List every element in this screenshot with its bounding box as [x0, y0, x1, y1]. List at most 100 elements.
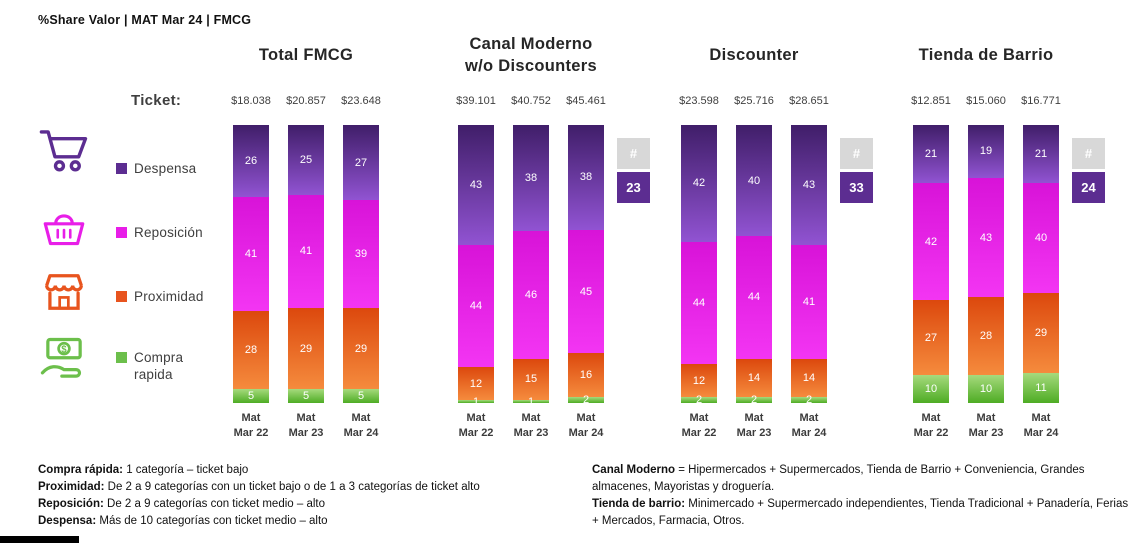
segment-compra-rapida: 11 — [1023, 372, 1059, 403]
segment-despensa: 19 — [968, 125, 1004, 178]
segment-despensa: 27 — [343, 125, 379, 201]
segment-value: 41 — [299, 245, 313, 258]
stacked-bar: 27 39 29 5 — [343, 125, 379, 403]
segment-compra-rapida: 2 — [681, 394, 717, 407]
segment-value: 42 — [924, 235, 938, 248]
segment-value: 25 — [299, 153, 313, 166]
segment-value: 42 — [692, 177, 706, 190]
segment-value: 5 — [247, 390, 255, 402]
footnote: Despensa: Más de 10 categorías con ticke… — [38, 515, 328, 527]
segment-value: 2 — [695, 394, 703, 407]
segment-value: 44 — [747, 291, 761, 304]
segment-value: 26 — [244, 155, 258, 168]
footnotes-right: Canal Moderno = Hipermercados + Supermer… — [592, 462, 1132, 530]
axis-label: Mat Mar 24 — [343, 412, 379, 439]
segment-value: 46 — [524, 288, 538, 301]
value-badge: 33 — [840, 172, 873, 203]
axis-label: Mat Mar 23 — [513, 412, 549, 439]
segment-value: 45 — [579, 285, 593, 298]
legend-label: Despensa — [134, 161, 197, 176]
legend-label: Compra rapida — [134, 350, 184, 382]
segment-proximidad: 16 — [568, 353, 604, 398]
segment-value: 21 — [924, 148, 938, 161]
segment-reposicion: 44 — [736, 236, 772, 359]
footnote: Proximidad: De 2 a 9 categorías con un t… — [38, 481, 480, 493]
value-badge: 24 — [1072, 172, 1105, 203]
axis-label: Mat Mar 23 — [288, 412, 324, 439]
stacked-bar: 38 46 15 1 — [513, 125, 549, 408]
segment-value: 44 — [469, 299, 483, 312]
segment-value: 21 — [1034, 147, 1048, 160]
ticket-value: $45.461 — [566, 95, 606, 107]
segment-value: 44 — [692, 296, 706, 309]
ticket-value: $40.752 — [511, 95, 551, 107]
segment-proximidad: 27 — [913, 300, 949, 376]
legend-item-reposicion: Reposición — [116, 225, 226, 242]
segment-reposicion: 45 — [568, 229, 604, 354]
segment-compra-rapida: 2 — [791, 394, 827, 406]
segment-compra-rapida: 5 — [343, 389, 379, 403]
segment-value: 2 — [582, 394, 590, 407]
cart-icon — [34, 124, 94, 176]
segment-despensa: 40 — [736, 125, 772, 237]
segment-proximidad: 29 — [343, 308, 379, 390]
group-title: Canal Moderno w/o Discounters — [465, 34, 597, 75]
segment-proximidad: 14 — [791, 358, 827, 398]
segment-value: 38 — [524, 171, 538, 184]
footnote: Tienda de barrio: Minimercado + Supermer… — [592, 498, 1129, 527]
footnote: Reposición: De 2 a 9 categorías con tick… — [38, 498, 325, 510]
segment-despensa: 38 — [568, 125, 604, 230]
segment-despensa: 21 — [1023, 125, 1059, 183]
stacked-bar: 19 43 28 10 — [968, 125, 1004, 403]
segment-value: 19 — [979, 145, 993, 158]
segment-value: 41 — [802, 295, 816, 308]
segment-value: 12 — [469, 377, 483, 390]
basket-icon — [34, 208, 94, 250]
bottom-left-bar — [0, 536, 79, 543]
money-hand-icon: $ — [34, 334, 94, 388]
group-title: Tienda de Barrio — [918, 45, 1054, 64]
segment-value: 2 — [750, 394, 758, 407]
segment-compra-rapida: 1 — [513, 396, 549, 408]
footnote: Compra rápida: 1 categoría – ticket bajo — [38, 464, 249, 476]
segment-proximidad: 12 — [681, 364, 717, 398]
stacked-bar: 40 44 14 2 — [736, 125, 772, 407]
ticket-value: $25.716 — [734, 95, 774, 107]
legend-swatch-despensa — [116, 163, 127, 174]
legend-item-compra-rapida: Compra rapida — [116, 350, 226, 384]
ticket-value: $20.857 — [286, 95, 326, 107]
segment-despensa: 38 — [513, 125, 549, 231]
footnote: Canal Moderno = Hipermercados + Supermer… — [592, 464, 1085, 493]
bars-row: 42 44 12 2 40 44 14 2 43 41 14 2 — [681, 125, 827, 407]
segment-proximidad: 15 — [513, 358, 549, 401]
segment-value: 29 — [1034, 326, 1048, 339]
segment-compra-rapida: 2 — [736, 394, 772, 407]
segment-reposicion: 40 — [1023, 182, 1059, 293]
segment-proximidad: 14 — [736, 358, 772, 398]
page-title: %Share Valor | MAT Mar 24 | FMCG — [38, 13, 252, 27]
ticket-value: $23.598 — [679, 95, 719, 107]
segment-compra-rapida: 1 — [458, 396, 494, 408]
segment-value: 12 — [692, 374, 706, 387]
segment-value: 27 — [354, 156, 368, 169]
segment-despensa: 21 — [913, 125, 949, 184]
group-title: Discounter — [709, 45, 799, 64]
segment-despensa: 43 — [791, 125, 827, 245]
segment-reposicion: 44 — [681, 241, 717, 365]
segment-despensa: 26 — [233, 125, 269, 198]
segment-despensa: 42 — [681, 125, 717, 242]
segment-value: 28 — [979, 330, 993, 343]
segment-proximidad: 12 — [458, 366, 494, 401]
axis-label: Mat Mar 23 — [736, 412, 772, 439]
ticket-value: $12.851 — [911, 95, 951, 107]
segment-value: 14 — [747, 371, 761, 384]
legend-item-proximidad: Proximidad — [116, 289, 226, 306]
segment-value: 29 — [354, 342, 368, 355]
legend-label: Reposición — [134, 225, 203, 240]
chart-group: Tienda de Barrio $12.851 $15.060 $16.771 21 4… — [911, 0, 1105, 460]
segment-value: 14 — [802, 371, 816, 384]
segment-value: 11 — [1035, 381, 1047, 394]
hash-badge: # — [840, 138, 873, 169]
segment-proximidad: 28 — [233, 311, 269, 390]
